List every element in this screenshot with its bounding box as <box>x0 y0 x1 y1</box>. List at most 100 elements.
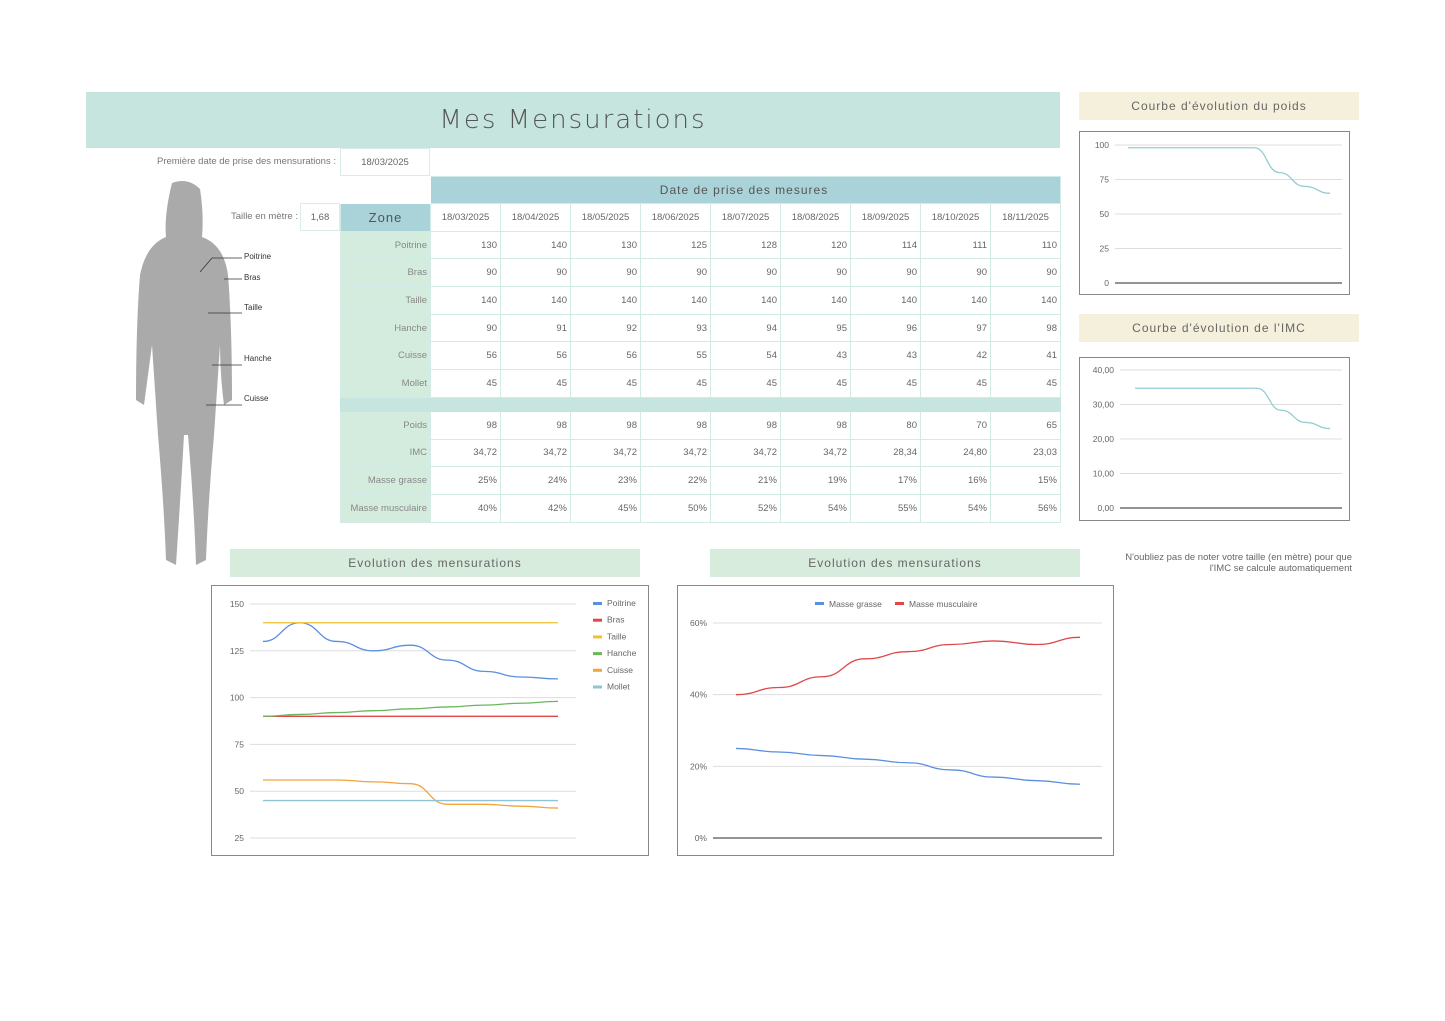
value-cell[interactable]: 65 <box>990 410 1061 440</box>
value-cell[interactable]: 45 <box>430 369 501 398</box>
value-cell[interactable]: 140 <box>570 286 641 315</box>
value-cell[interactable]: 56 <box>570 341 641 371</box>
value-cell[interactable]: 56% <box>990 493 1061 523</box>
value-cell[interactable]: 90 <box>780 258 851 288</box>
value-cell[interactable]: 24% <box>500 466 571 495</box>
date-cell[interactable]: 18/03/2025 <box>430 203 501 232</box>
date-cell[interactable]: 18/08/2025 <box>780 203 851 232</box>
value-cell[interactable]: 90 <box>430 258 501 288</box>
value-cell[interactable]: 54% <box>780 493 851 523</box>
value-cell[interactable]: 120 <box>780 230 851 260</box>
value-cell[interactable]: 23,03 <box>990 438 1061 468</box>
value-cell[interactable]: 111 <box>920 230 991 260</box>
value-cell[interactable]: 90 <box>430 313 501 343</box>
value-cell[interactable]: 56 <box>430 341 501 371</box>
value-cell[interactable]: 41 <box>990 341 1061 371</box>
value-cell[interactable]: 140 <box>780 286 851 315</box>
value-cell[interactable]: 98 <box>430 410 501 440</box>
value-cell[interactable]: 94 <box>710 313 781 343</box>
date-cell[interactable]: 18/06/2025 <box>640 203 711 232</box>
value-cell[interactable]: 140 <box>640 286 711 315</box>
value-cell[interactable]: 98 <box>500 410 571 440</box>
value-cell[interactable]: 45 <box>780 369 851 398</box>
value-cell[interactable]: 23% <box>570 466 641 495</box>
value-cell[interactable]: 22% <box>640 466 711 495</box>
first-date-input[interactable]: 18/03/2025 <box>340 148 430 176</box>
value-cell[interactable]: 45 <box>850 369 921 398</box>
value-cell[interactable]: 45% <box>570 493 641 523</box>
value-cell[interactable]: 16% <box>920 466 991 495</box>
value-cell[interactable]: 128 <box>710 230 781 260</box>
value-cell[interactable]: 54 <box>710 341 781 371</box>
date-cell[interactable]: 18/05/2025 <box>570 203 641 232</box>
value-cell[interactable]: 45 <box>500 369 571 398</box>
value-cell[interactable]: 90 <box>850 258 921 288</box>
value-cell[interactable]: 96 <box>850 313 921 343</box>
value-cell[interactable]: 21% <box>710 466 781 495</box>
value-cell[interactable]: 125 <box>640 230 711 260</box>
value-cell[interactable]: 34,72 <box>500 438 571 468</box>
value-cell[interactable]: 56 <box>500 341 571 371</box>
date-cell[interactable]: 18/04/2025 <box>500 203 571 232</box>
value-cell[interactable]: 90 <box>500 258 571 288</box>
value-cell[interactable]: 90 <box>990 258 1061 288</box>
date-cell[interactable]: 18/11/2025 <box>990 203 1061 232</box>
height-input[interactable]: 1,68 <box>300 203 340 231</box>
date-cell[interactable]: 18/09/2025 <box>850 203 921 232</box>
value-cell[interactable]: 50% <box>640 493 711 523</box>
value-cell[interactable]: 42 <box>920 341 991 371</box>
value-cell[interactable]: 98 <box>710 410 781 440</box>
value-cell[interactable]: 95 <box>780 313 851 343</box>
value-cell[interactable]: 97 <box>920 313 991 343</box>
value-cell[interactable]: 34,72 <box>640 438 711 468</box>
value-cell[interactable]: 25% <box>430 466 501 495</box>
value-cell[interactable]: 130 <box>430 230 501 260</box>
value-cell[interactable]: 45 <box>640 369 711 398</box>
value-cell[interactable]: 42% <box>500 493 571 523</box>
value-cell[interactable]: 80 <box>850 410 921 440</box>
value-cell[interactable]: 28,34 <box>850 438 921 468</box>
value-cell[interactable]: 45 <box>710 369 781 398</box>
value-cell[interactable]: 40% <box>430 493 501 523</box>
value-cell[interactable]: 43 <box>850 341 921 371</box>
value-cell[interactable]: 19% <box>780 466 851 495</box>
value-cell[interactable]: 55% <box>850 493 921 523</box>
value-cell[interactable]: 98 <box>570 410 641 440</box>
value-cell[interactable]: 98 <box>990 313 1061 343</box>
value-cell[interactable]: 55 <box>640 341 711 371</box>
value-cell[interactable]: 45 <box>570 369 641 398</box>
value-cell[interactable]: 54% <box>920 493 991 523</box>
value-cell[interactable]: 98 <box>640 410 711 440</box>
value-cell[interactable]: 110 <box>990 230 1061 260</box>
value-cell[interactable]: 140 <box>430 286 501 315</box>
value-cell[interactable]: 93 <box>640 313 711 343</box>
value-cell[interactable]: 34,72 <box>710 438 781 468</box>
date-cell[interactable]: 18/07/2025 <box>710 203 781 232</box>
date-cell[interactable]: 18/10/2025 <box>920 203 991 232</box>
value-cell[interactable]: 98 <box>780 410 851 440</box>
value-cell[interactable]: 90 <box>570 258 641 288</box>
value-cell[interactable]: 34,72 <box>780 438 851 468</box>
value-cell[interactable]: 52% <box>710 493 781 523</box>
value-cell[interactable]: 114 <box>850 230 921 260</box>
value-cell[interactable]: 130 <box>570 230 641 260</box>
value-cell[interactable]: 43 <box>780 341 851 371</box>
value-cell[interactable]: 140 <box>850 286 921 315</box>
value-cell[interactable]: 17% <box>850 466 921 495</box>
value-cell[interactable]: 140 <box>990 286 1061 315</box>
value-cell[interactable]: 91 <box>500 313 571 343</box>
value-cell[interactable]: 92 <box>570 313 641 343</box>
value-cell[interactable]: 140 <box>920 286 991 315</box>
value-cell[interactable]: 34,72 <box>430 438 501 468</box>
value-cell[interactable]: 70 <box>920 410 991 440</box>
value-cell[interactable]: 34,72 <box>570 438 641 468</box>
value-cell[interactable]: 24,80 <box>920 438 991 468</box>
value-cell[interactable]: 140 <box>710 286 781 315</box>
value-cell[interactable]: 45 <box>990 369 1061 398</box>
value-cell[interactable]: 45 <box>920 369 991 398</box>
value-cell[interactable]: 90 <box>640 258 711 288</box>
value-cell[interactable]: 90 <box>710 258 781 288</box>
value-cell[interactable]: 140 <box>500 286 571 315</box>
value-cell[interactable]: 140 <box>500 230 571 260</box>
value-cell[interactable]: 15% <box>990 466 1061 495</box>
